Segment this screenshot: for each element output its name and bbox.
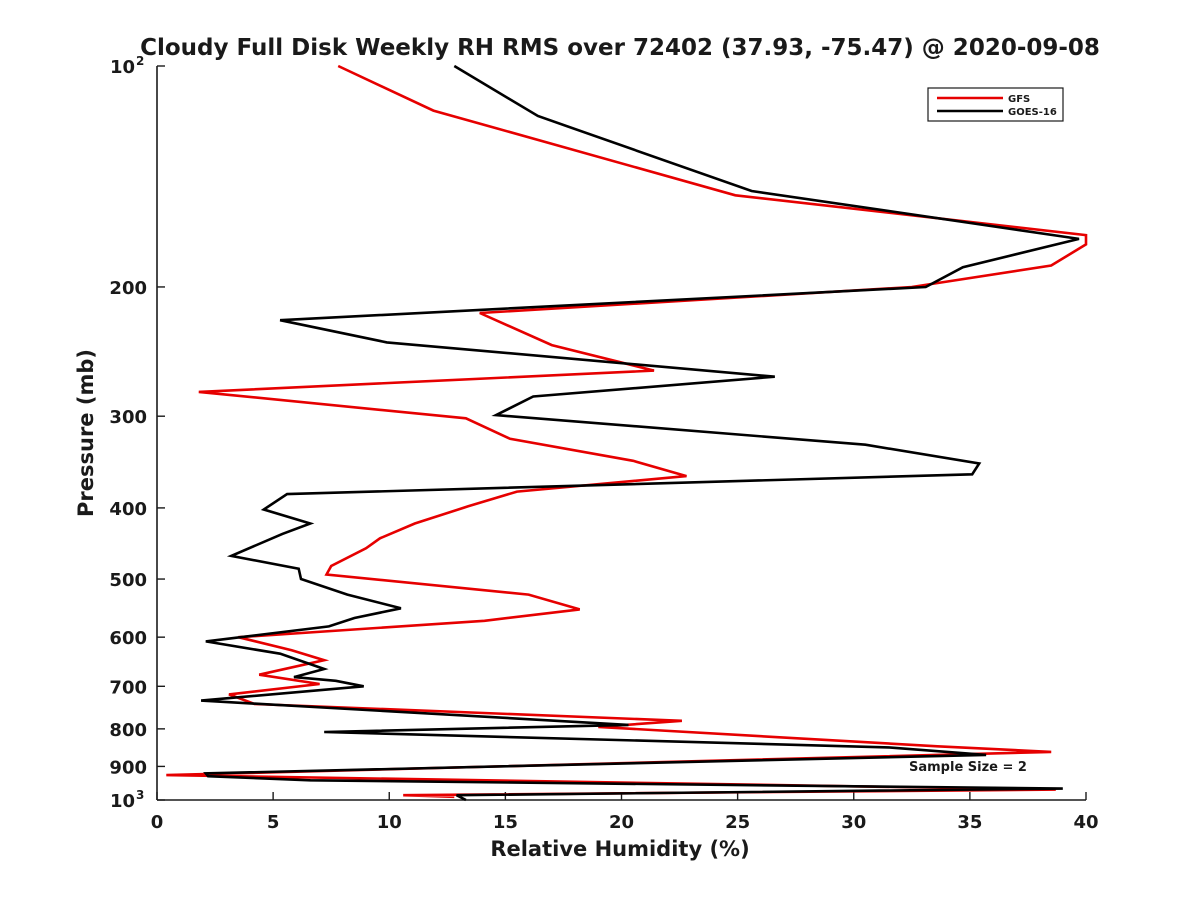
x-tick-label: 30 xyxy=(841,812,866,833)
y-tick-label: 800 xyxy=(109,720,147,741)
series-layer xyxy=(166,64,1088,802)
x-tick-label: 35 xyxy=(957,812,982,833)
series-line-goes-16 xyxy=(200,64,1080,802)
y-tick-label: 400 xyxy=(109,499,147,520)
x-tick-label: 5 xyxy=(267,812,280,833)
legend: GFS GOES-16 xyxy=(927,87,1064,122)
y-tick-exponent: 2 xyxy=(136,54,144,68)
legend-label: GOES-16 xyxy=(1008,107,1057,118)
x-tick-label: 0 xyxy=(151,812,164,833)
x-tick-label: 10 xyxy=(377,812,402,833)
y-tick-label: 600 xyxy=(109,628,147,649)
y-axis-label: Pressure (mb) xyxy=(74,349,98,517)
x-axis-label: Relative Humidity (%) xyxy=(490,837,749,861)
y-tick-label: 200 xyxy=(109,278,147,299)
y-tick-label: 900 xyxy=(109,757,147,778)
y-tick-label: 10 xyxy=(110,57,135,78)
y-tick-exponent: 3 xyxy=(136,788,144,802)
x-tick-label: 25 xyxy=(725,812,750,833)
y-tick-label: 10 xyxy=(110,791,135,812)
y-tick-label: 500 xyxy=(109,570,147,591)
x-ticks: 0 5 10 15 20 25 30 35 40 xyxy=(151,792,1099,833)
legend-box xyxy=(927,87,1064,122)
x-tick-label: 40 xyxy=(1073,812,1098,833)
x-tick-label: 15 xyxy=(493,812,518,833)
legend-label: GFS xyxy=(1008,94,1030,105)
x-tick-label: 20 xyxy=(609,812,634,833)
y-tick-label: 300 xyxy=(109,407,147,428)
chart-title: Cloudy Full Disk Weekly RH RMS over 7240… xyxy=(140,35,1100,61)
sample-size-annotation: Sample Size = 2 xyxy=(909,760,1027,775)
y-tick-label: 700 xyxy=(109,677,147,698)
